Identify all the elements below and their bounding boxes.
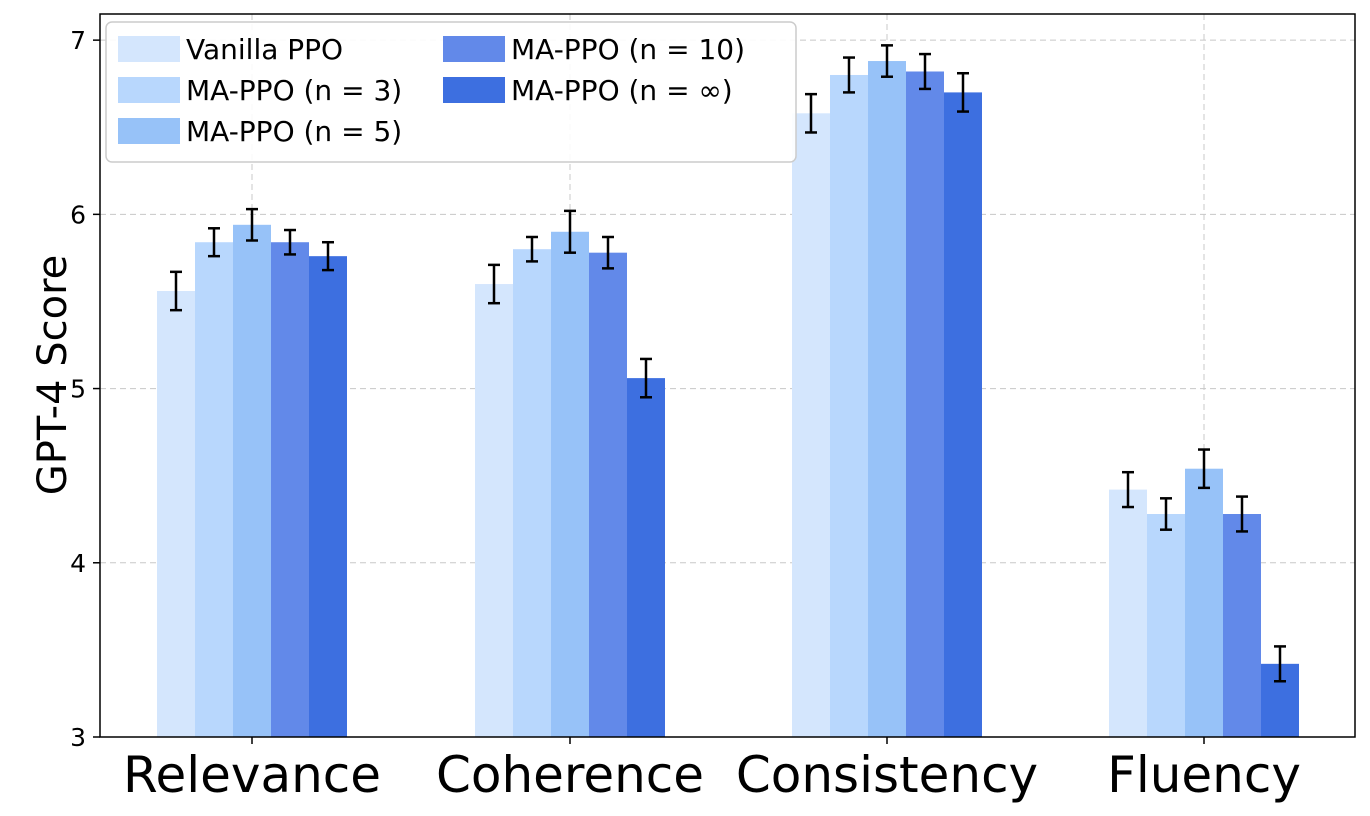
bar: [944, 92, 982, 738]
y-tick-label: 6: [70, 200, 86, 229]
legend-swatch: [443, 77, 505, 103]
bar: [906, 71, 944, 737]
x-tick-label: Coherence: [436, 746, 704, 804]
y-ticks: 3 4 5 6 7: [70, 26, 100, 752]
bar: [195, 242, 233, 737]
bar: [868, 61, 906, 737]
plot-frame: [99, 13, 1356, 738]
legend-label: MA-PPO (n = ∞): [511, 74, 733, 107]
bar: [475, 284, 513, 737]
bar: [157, 291, 195, 737]
bar: [589, 252, 627, 737]
bar: [1109, 489, 1147, 737]
legend-swatch: [118, 36, 180, 62]
legend: Vanilla PPO MA-PPO (n = 3) MA-PPO (n = 5) M…: [105, 21, 797, 163]
bar: [1223, 514, 1261, 737]
y-tick-label: 4: [70, 549, 86, 578]
y-tick-label: 3: [70, 723, 86, 752]
bar: [627, 378, 665, 737]
x-ticks: Relevance Coherence Consistency Fluency: [123, 737, 1301, 804]
bar: [792, 113, 830, 738]
legend-swatch: [118, 118, 180, 144]
legend-swatch: [118, 77, 180, 103]
bar: [233, 224, 271, 737]
bars: [157, 61, 1299, 738]
bar: [830, 74, 868, 738]
bar: [1185, 468, 1223, 737]
bar: [551, 231, 589, 737]
legend-label: MA-PPO (n = 3): [186, 74, 402, 107]
x-tick-label: Consistency: [736, 746, 1038, 804]
x-tick-label: Relevance: [123, 746, 381, 804]
legend-label: MA-PPO (n = 10): [511, 33, 745, 66]
legend-swatch: [443, 36, 505, 62]
y-tick-label: 7: [70, 26, 86, 55]
bar: [1147, 514, 1185, 737]
legend-label: MA-PPO (n = 5): [186, 115, 402, 148]
bar: [513, 249, 551, 738]
x-tick-label: Fluency: [1107, 746, 1301, 804]
legend-label: Vanilla PPO: [186, 33, 343, 66]
bar: [309, 256, 347, 737]
y-axis-title: GPT-4 Score: [30, 255, 76, 496]
bar: [271, 242, 309, 737]
error-bars: [170, 44, 1286, 683]
y-tick-label: 5: [70, 375, 86, 404]
